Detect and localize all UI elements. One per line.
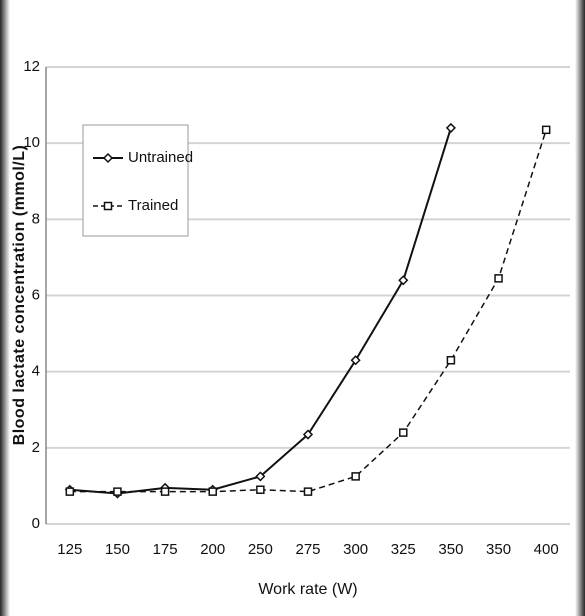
x-tick-label: 400 — [534, 541, 559, 558]
point — [113, 487, 122, 496]
point — [303, 487, 313, 496]
point — [541, 125, 551, 135]
y-tick-label: 8 — [32, 210, 40, 227]
point — [208, 487, 217, 496]
x-tick-label: 350 — [438, 541, 463, 558]
legend-label: Untrained — [128, 149, 193, 166]
x-tick-label: 250 — [248, 541, 273, 558]
x-tick-label: 175 — [153, 541, 178, 558]
x-tick-label: 275 — [295, 541, 320, 558]
x-tick-label: 350 — [486, 541, 511, 558]
y-tick-label: 10 — [23, 134, 40, 151]
legend-marker — [103, 201, 113, 211]
x-axis-title: Work rate (W) — [258, 581, 357, 598]
y-axis-title: Blood lactate concentration (mmol/L) — [11, 145, 28, 446]
point — [302, 429, 314, 440]
x-tick-label: 300 — [343, 541, 368, 558]
point — [65, 487, 75, 496]
legend-box — [82, 124, 189, 237]
y-tick-label: 0 — [32, 515, 40, 532]
point — [160, 487, 170, 496]
y-tick-label: 2 — [32, 439, 40, 456]
plot-area: 0 2 4 6 8 10 12 125 150 175 200 250 275 300 325 350 350 4… — [23, 58, 570, 558]
point — [350, 355, 361, 366]
point — [351, 472, 360, 481]
point — [494, 274, 503, 283]
edge-shadow — [575, 0, 585, 616]
x-tick-label: 200 — [200, 541, 225, 558]
point — [255, 471, 266, 482]
legend-label: Trained — [128, 197, 178, 214]
y-tick-label: 6 — [32, 286, 40, 303]
point — [256, 485, 265, 494]
point — [399, 428, 408, 437]
x-tick-label: 150 — [105, 541, 130, 558]
x-tick-label: 125 — [57, 541, 82, 558]
point — [445, 122, 456, 133]
x-tick-label: 325 — [391, 541, 416, 558]
legend-marker — [102, 152, 114, 164]
edge-shadow — [0, 0, 10, 616]
point — [398, 275, 409, 286]
series-line — [69, 129, 547, 493]
y-tick-label: 4 — [32, 363, 40, 380]
point — [446, 355, 456, 365]
y-tick-label: 12 — [23, 58, 40, 75]
